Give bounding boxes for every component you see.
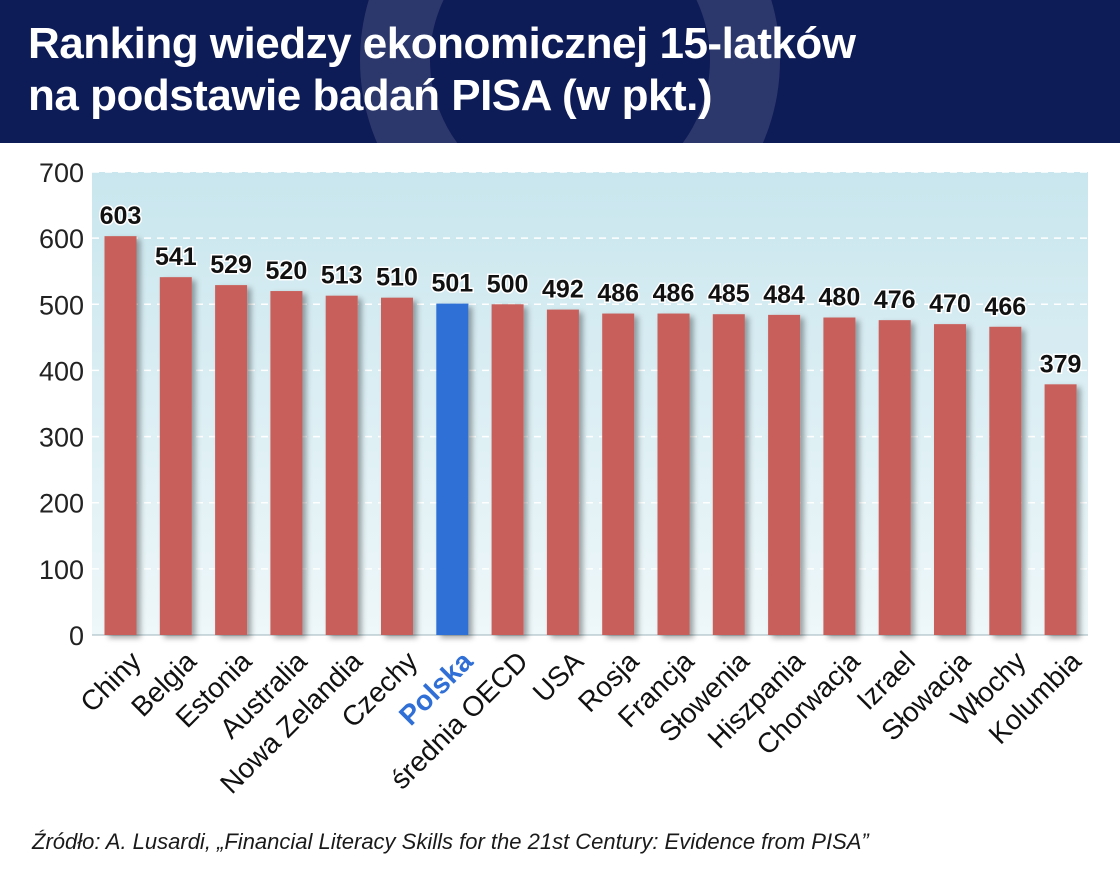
value-label: 379 <box>1040 350 1082 378</box>
value-label: 486 <box>653 280 695 308</box>
value-label: 466 <box>984 293 1026 321</box>
value-label: 501 <box>431 270 473 298</box>
plot-background <box>92 172 1088 635</box>
bar <box>712 314 745 635</box>
bar <box>768 314 801 635</box>
bar <box>602 313 635 635</box>
bar <box>657 313 690 635</box>
y-tick-label: 500 <box>39 290 84 320</box>
bar <box>270 291 303 635</box>
value-label: 470 <box>929 290 971 318</box>
y-tick-label: 300 <box>39 423 84 453</box>
title-line-2: na podstawie badań PISA (w pkt.) <box>28 71 713 120</box>
value-label: 529 <box>210 251 252 279</box>
value-label: 480 <box>819 284 861 312</box>
bar-highlighted <box>436 303 469 635</box>
value-label: 520 <box>266 257 308 285</box>
y-tick-label: 600 <box>39 224 84 254</box>
bar <box>215 285 248 635</box>
header: Ranking wiedzy ekonomicznej 15-latków na… <box>0 0 1120 143</box>
bar <box>546 309 579 635</box>
bar <box>381 297 413 635</box>
bar <box>989 326 1022 635</box>
value-label: 476 <box>874 286 916 314</box>
value-label: 603 <box>100 202 142 230</box>
y-tick-label: 200 <box>39 489 84 519</box>
bar <box>878 320 911 635</box>
title-line-1: Ranking wiedzy ekonomicznej 15-latków <box>28 19 856 68</box>
value-label: 485 <box>708 280 750 308</box>
value-label: 510 <box>376 264 418 292</box>
value-label: 492 <box>542 276 584 304</box>
bar <box>1044 384 1077 635</box>
value-label: 486 <box>597 280 639 308</box>
bar-chart: 0 100 200 300 400 500 600 700 603 541 529 520 513 51… <box>39 158 1088 799</box>
value-label: 500 <box>487 270 529 298</box>
bar <box>325 295 358 635</box>
bar <box>823 317 856 635</box>
value-label: 484 <box>763 281 805 309</box>
chart-area: 0 100 200 300 400 500 600 700 603 541 529 520 513 51… <box>0 143 1120 823</box>
y-tick-label: 100 <box>39 555 84 585</box>
chart-title: Ranking wiedzy ekonomicznej 15-latków na… <box>28 18 856 122</box>
value-label: 513 <box>321 262 363 290</box>
bar <box>104 236 137 635</box>
y-tick-label: 700 <box>39 158 84 188</box>
bar <box>491 304 524 635</box>
y-tick-label: 0 <box>69 621 84 651</box>
y-tick-label: 400 <box>39 356 84 386</box>
bar <box>159 277 192 635</box>
bar <box>934 324 966 635</box>
source-note: Źródło: A. Lusardi, „Financial Literacy … <box>32 829 869 854</box>
value-label: 541 <box>155 243 197 271</box>
decorative-ring <box>360 0 780 143</box>
